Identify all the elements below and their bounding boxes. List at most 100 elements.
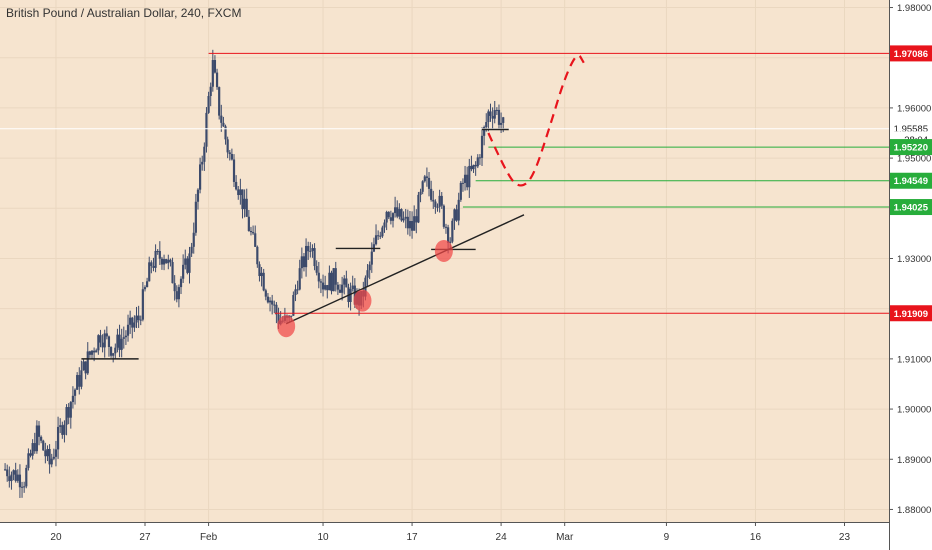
candle-body: [319, 281, 323, 283]
candle-body: [300, 256, 303, 269]
candle-body: [205, 112, 208, 147]
candle-body: [326, 285, 329, 291]
candle-body: [213, 60, 217, 73]
candle-body: [228, 152, 231, 155]
candle-body: [31, 443, 34, 456]
x-tick-label: Mar: [556, 532, 574, 543]
candle-body: [374, 235, 378, 245]
candle-body: [169, 259, 172, 262]
candle-body: [73, 389, 77, 396]
price-label-box: [890, 172, 932, 189]
candle-body: [23, 486, 26, 488]
candle-body: [150, 262, 153, 267]
candle-body: [141, 289, 144, 320]
candle-body: [459, 182, 462, 200]
candle-body: [338, 289, 342, 293]
candle-body: [184, 258, 187, 265]
candle-body: [42, 440, 45, 451]
candle-body: [190, 246, 193, 254]
candle-body: [124, 335, 128, 338]
candle-body: [478, 157, 481, 159]
y-tick-label: 1.93000: [897, 254, 931, 265]
candle-body: [470, 165, 473, 170]
candle-body: [154, 250, 157, 268]
candle-body: [48, 448, 51, 465]
candle-body: [35, 425, 38, 452]
candle-body: [114, 347, 117, 354]
candle-body: [67, 407, 70, 418]
price-label: 1.95220: [894, 143, 928, 154]
candle-body: [330, 272, 333, 292]
candle-body: [103, 333, 106, 348]
candle-body: [438, 195, 441, 207]
candle-body: [266, 296, 270, 303]
candle-body: [391, 213, 395, 221]
candle-body: [27, 453, 30, 468]
candle-body: [432, 199, 435, 202]
candle-body: [139, 319, 142, 321]
candle-body: [495, 109, 498, 111]
candle-body: [65, 407, 68, 425]
candle-body: [243, 198, 246, 210]
candle-body: [88, 351, 91, 355]
candle-body: [387, 211, 390, 218]
candle-body: [90, 350, 94, 355]
candle-body: [122, 337, 125, 339]
candle-body: [20, 486, 24, 488]
candle-body: [133, 322, 136, 328]
candle-body: [156, 250, 159, 252]
candle-body: [46, 448, 49, 457]
candle-body: [6, 469, 9, 477]
candle-body: [186, 258, 189, 273]
x-tick-label: 23: [839, 532, 851, 543]
candle-body: [345, 278, 348, 288]
candle-body: [160, 258, 164, 265]
trendline: [285, 214, 525, 325]
candle-body: [82, 361, 85, 371]
candle-body: [366, 270, 369, 278]
candle-body: [54, 449, 58, 457]
candle-body: [480, 135, 484, 158]
candle-body: [120, 338, 123, 350]
candle-body: [292, 294, 295, 316]
candle-body: [313, 248, 316, 267]
candle-body: [379, 235, 382, 237]
candle-body: [309, 250, 312, 252]
candle-body: [84, 361, 87, 374]
candle-body: [76, 375, 79, 390]
candle-body: [93, 350, 96, 353]
candle-body: [451, 220, 454, 242]
candle-body: [175, 291, 178, 300]
price-axis[interactable]: [889, 0, 932, 550]
x-tick-label: 24: [496, 532, 508, 543]
candle-body: [152, 266, 155, 268]
candle-body: [182, 264, 185, 279]
candle-body: [402, 218, 405, 221]
candle-body: [209, 86, 212, 97]
candle-body: [222, 122, 225, 127]
chart-title: British Pound / Australian Dollar, 240, …: [6, 6, 242, 20]
candle-body: [389, 217, 392, 221]
candle-body: [436, 206, 439, 208]
candle-body: [466, 174, 469, 188]
candle-body: [165, 259, 168, 264]
y-tick-label: 1.98000: [897, 3, 931, 14]
candle-body: [37, 425, 41, 437]
candle-body: [425, 176, 429, 178]
candle-body: [137, 315, 140, 320]
candle-body: [158, 251, 161, 259]
candle-body: [107, 336, 111, 347]
candle-body: [474, 164, 477, 167]
price-label: 1.91909: [894, 309, 928, 320]
x-tick-label: Feb: [200, 532, 218, 543]
candle-body: [118, 334, 121, 350]
candle-body: [385, 211, 388, 223]
candle-body: [447, 227, 450, 243]
projection-path: [487, 54, 585, 187]
candle-body: [485, 122, 488, 128]
y-tick-label: 1.90000: [897, 405, 931, 416]
time-axis[interactable]: [0, 522, 889, 550]
candle-body: [258, 264, 261, 277]
candle-body: [343, 278, 346, 285]
